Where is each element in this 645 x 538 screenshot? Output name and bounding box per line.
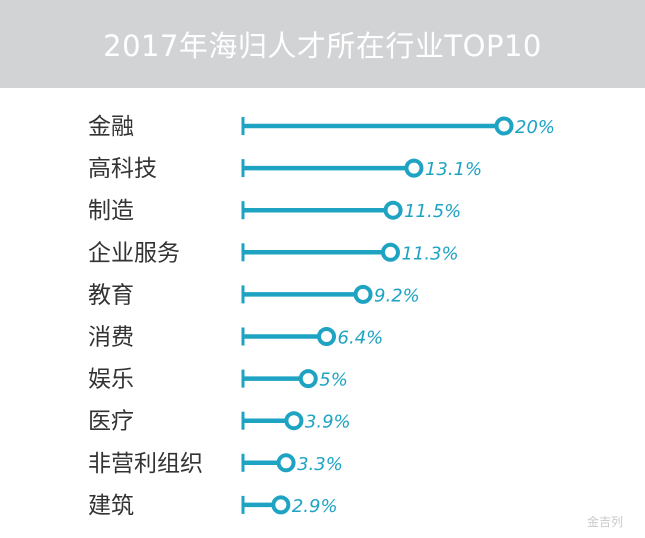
category-label: 教育 xyxy=(88,282,134,308)
category-label: 制造 xyxy=(88,198,134,224)
bar-end-marker xyxy=(494,116,514,136)
value-label: 11.5% xyxy=(404,201,461,222)
lollipop-chart: 金融 20% 高科技 13.1% 制造 11.5% 企业服务 11.3% 教育 9.2% 消费 6.4… xyxy=(88,114,555,519)
value-label: 6.4% xyxy=(338,328,384,349)
watermark-logo: 金吉列 xyxy=(586,515,623,529)
bar-end-marker xyxy=(353,284,373,304)
value-label: 5% xyxy=(319,370,348,391)
value-label: 13.1% xyxy=(425,159,482,180)
value-label: 3.9% xyxy=(305,412,351,433)
bar-end-marker xyxy=(271,495,291,515)
category-label: 金融 xyxy=(88,114,134,140)
chart-title: 2017年海归人才所在行业TOP10 xyxy=(103,29,542,63)
category-label: 建筑 xyxy=(88,493,134,519)
value-label: 11.3% xyxy=(401,243,458,264)
bar-end-marker xyxy=(404,158,424,178)
value-label: 2.9% xyxy=(292,496,338,517)
title-bar: 2017年海归人才所在行业TOP10 xyxy=(0,0,645,88)
value-label: 3.3% xyxy=(297,454,343,475)
category-label: 消费 xyxy=(88,325,134,351)
category-label: 娱乐 xyxy=(88,367,134,393)
category-label: 非营利组织 xyxy=(88,451,203,477)
bar-end-marker xyxy=(317,327,337,346)
category-label: 医疗 xyxy=(88,409,134,435)
bar-end-marker xyxy=(298,369,318,389)
value-label: 9.2% xyxy=(374,285,420,306)
value-label: 20% xyxy=(515,117,555,138)
bar-end-marker xyxy=(380,242,400,262)
category-label: 高科技 xyxy=(88,156,157,182)
bar-end-marker xyxy=(284,411,304,431)
category-label: 企业服务 xyxy=(88,240,180,266)
bar-end-marker xyxy=(276,453,296,473)
bar-end-marker xyxy=(383,200,403,220)
